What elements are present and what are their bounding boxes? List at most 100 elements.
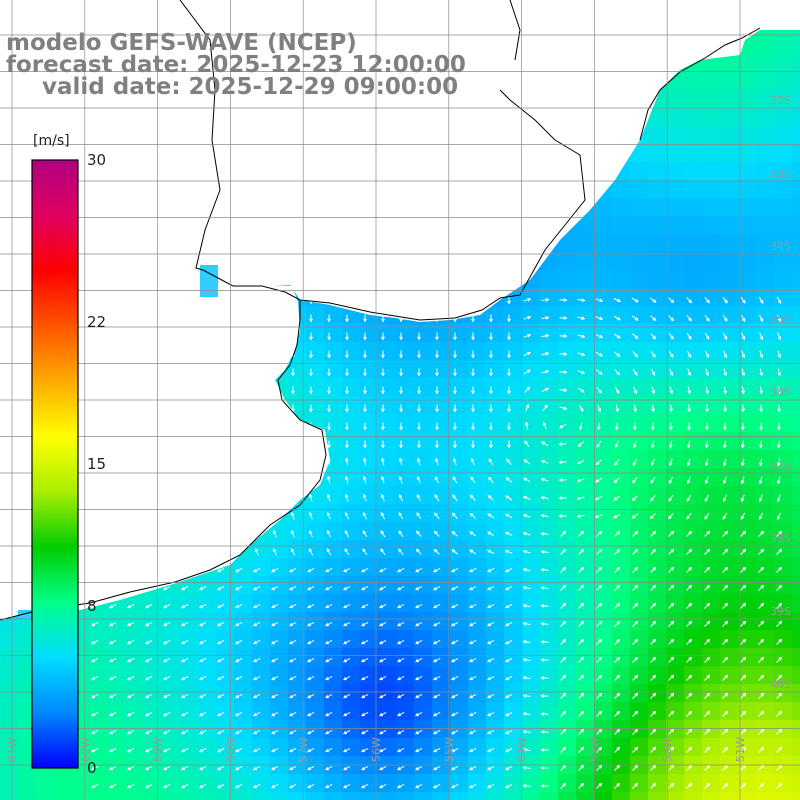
wind-arrow bbox=[234, 747, 243, 753]
wind-arrow bbox=[687, 422, 691, 431]
wind-speed-cell bbox=[648, 702, 667, 721]
wind-speed-cell bbox=[630, 702, 649, 721]
wind-arrow bbox=[435, 332, 439, 341]
wind-arrow bbox=[632, 620, 639, 627]
wind-arrow bbox=[344, 475, 349, 484]
wind-arrow bbox=[162, 711, 171, 717]
wind-arrow bbox=[306, 657, 315, 663]
wind-speed-cell bbox=[540, 288, 559, 307]
wind-speed-cell bbox=[432, 522, 451, 541]
wind-speed-cell bbox=[738, 702, 757, 721]
wind-speed-cell bbox=[792, 306, 800, 325]
wind-arrow bbox=[558, 442, 567, 447]
wind-speed-cell bbox=[486, 306, 505, 325]
wind-speed-cell bbox=[792, 90, 800, 109]
wind-speed-cell bbox=[396, 648, 415, 667]
wind-speed-cell bbox=[432, 612, 451, 631]
wind-speed-cell bbox=[558, 342, 577, 361]
wind-speed-cell bbox=[414, 540, 433, 559]
wind-speed-cell bbox=[450, 684, 469, 703]
wind-arrow bbox=[668, 782, 675, 789]
wind-arrow bbox=[324, 675, 333, 681]
wind-speed-cell bbox=[504, 720, 523, 739]
wind-speed-cell bbox=[342, 684, 361, 703]
wind-arrow bbox=[398, 493, 403, 502]
wind-speed-cell bbox=[774, 684, 793, 703]
wind-speed-cell bbox=[756, 648, 775, 667]
wind-speed-cell bbox=[90, 648, 109, 667]
wind-speed-cell bbox=[324, 540, 343, 559]
wind-speed-cell bbox=[774, 360, 793, 379]
wind-arrow bbox=[668, 746, 675, 753]
wind-arrow bbox=[252, 711, 261, 717]
wind-arrow bbox=[453, 422, 457, 431]
wind-speed-cell bbox=[756, 216, 775, 235]
wind-speed-cell bbox=[738, 54, 757, 73]
wind-arrow bbox=[596, 386, 602, 394]
wind-arrow bbox=[270, 657, 279, 663]
wind-speed-cell bbox=[396, 396, 415, 415]
wind-speed-cell bbox=[306, 378, 325, 397]
wind-speed-cell bbox=[0, 738, 19, 757]
wind-speed-cell bbox=[468, 522, 487, 541]
wind-arrow bbox=[507, 422, 511, 431]
wind-speed-cell bbox=[756, 720, 775, 739]
wind-arrow bbox=[363, 404, 367, 413]
wind-arrow bbox=[650, 566, 657, 573]
wind-arrow bbox=[504, 567, 513, 573]
wind-speed-cell bbox=[648, 108, 667, 127]
wind-arrow bbox=[540, 784, 549, 788]
wind-speed-cell bbox=[522, 396, 541, 415]
wind-arrow bbox=[777, 440, 781, 449]
wind-arrow bbox=[776, 656, 783, 663]
wind-speed-cell bbox=[270, 594, 289, 613]
wind-speed-cell bbox=[702, 180, 721, 199]
wind-speed-cell bbox=[468, 558, 487, 577]
wind-arrow bbox=[216, 657, 225, 663]
wind-speed-cell bbox=[468, 450, 487, 469]
model-title: modelo GEFS-WAVE (NCEP) bbox=[6, 30, 357, 56]
wind-speed-cell bbox=[288, 774, 307, 793]
wind-arrow bbox=[560, 782, 567, 789]
wind-arrow bbox=[216, 621, 225, 627]
wind-arrow bbox=[432, 783, 441, 789]
wind-speed-cell bbox=[702, 792, 721, 800]
wind-speed-cell bbox=[126, 612, 145, 631]
wind-arrow bbox=[344, 493, 349, 502]
wind-arrow bbox=[324, 693, 333, 699]
wind-arrow bbox=[414, 621, 423, 627]
wind-arrow bbox=[668, 440, 673, 449]
wind-speed-cell bbox=[756, 108, 775, 127]
wind-arrow bbox=[540, 748, 549, 752]
wind-speed-cell bbox=[666, 198, 685, 217]
wind-arrow bbox=[306, 603, 315, 609]
wind-speed-cell bbox=[540, 720, 559, 739]
wind-speed-cell bbox=[792, 144, 800, 163]
wind-arrow bbox=[704, 296, 710, 304]
wind-speed-cell bbox=[666, 486, 685, 505]
lat-label: 32S bbox=[770, 94, 791, 107]
wind-arrow bbox=[614, 620, 621, 627]
wind-arrow bbox=[489, 350, 493, 359]
wind-speed-cell bbox=[792, 486, 800, 505]
wind-speed-cell bbox=[450, 594, 469, 613]
wind-speed-cell bbox=[612, 360, 631, 379]
wind-arrow bbox=[722, 476, 727, 485]
wind-speed-cell bbox=[432, 684, 451, 703]
wind-arrow bbox=[596, 638, 603, 645]
wind-arrow bbox=[704, 476, 709, 485]
wind-speed-cell bbox=[504, 774, 523, 793]
wind-arrow bbox=[288, 585, 297, 591]
wind-speed-cell bbox=[378, 702, 397, 721]
wind-speed-cell bbox=[612, 612, 631, 631]
wind-arrow bbox=[504, 513, 513, 519]
wind-speed-cell bbox=[324, 720, 343, 739]
wind-speed-cell bbox=[576, 684, 595, 703]
wind-arrow bbox=[613, 477, 620, 484]
wind-arrow bbox=[378, 675, 387, 681]
wind-arrow bbox=[650, 710, 657, 717]
wind-speed-cell bbox=[108, 774, 127, 793]
wind-speed-cell bbox=[738, 252, 757, 271]
wind-speed-cell bbox=[594, 360, 613, 379]
wind-speed-cell bbox=[468, 594, 487, 613]
